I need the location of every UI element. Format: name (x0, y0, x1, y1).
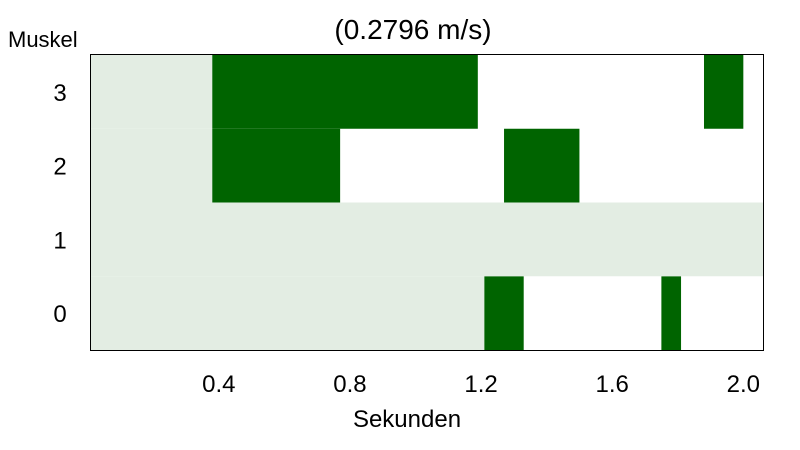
x-tick-labels: 0.4 0.8 1.2 1.6 2.0 (202, 371, 760, 398)
x-axis-label: Sekunden (353, 406, 461, 433)
plot-frame (90, 54, 764, 351)
y-tick-label-1: 1 (53, 227, 66, 254)
y-tick-label-0: 0 (53, 301, 66, 328)
x-tick-label-1.2: 1.2 (464, 371, 497, 398)
chart-title: (0.2796 m/s) (334, 14, 491, 45)
cell-muscle-0-dormant-0 (91, 276, 485, 350)
cell-muscle-2-dormant-4 (91, 128, 213, 203)
x-tick-label-0.4: 0.4 (202, 371, 235, 398)
cell-muscle-0-active-1 (484, 276, 524, 350)
x-tick-label-0.8: 0.8 (333, 371, 366, 398)
y-axis-label: Muskel (8, 27, 78, 52)
cell-muscle-0-active-2 (661, 276, 682, 350)
y-tick-labels: 0 1 2 3 (53, 80, 66, 328)
y-tick-label-3: 3 (53, 80, 66, 107)
cell-muscle-2-active-6 (504, 128, 580, 203)
x-tick-label-1.6: 1.6 (596, 371, 629, 398)
y-tick-label-2: 2 (53, 154, 66, 181)
cell-muscle-3-active-8 (212, 55, 478, 129)
cell-muscle-3-active-9 (703, 55, 744, 129)
cell-muscle-3-dormant-7 (91, 55, 213, 129)
heatmap-cells (91, 55, 763, 350)
x-tick-label-2.0: 2.0 (727, 371, 760, 398)
cell-muscle-1-dormant-3 (91, 202, 763, 277)
cell-muscle-2-active-5 (212, 128, 341, 203)
